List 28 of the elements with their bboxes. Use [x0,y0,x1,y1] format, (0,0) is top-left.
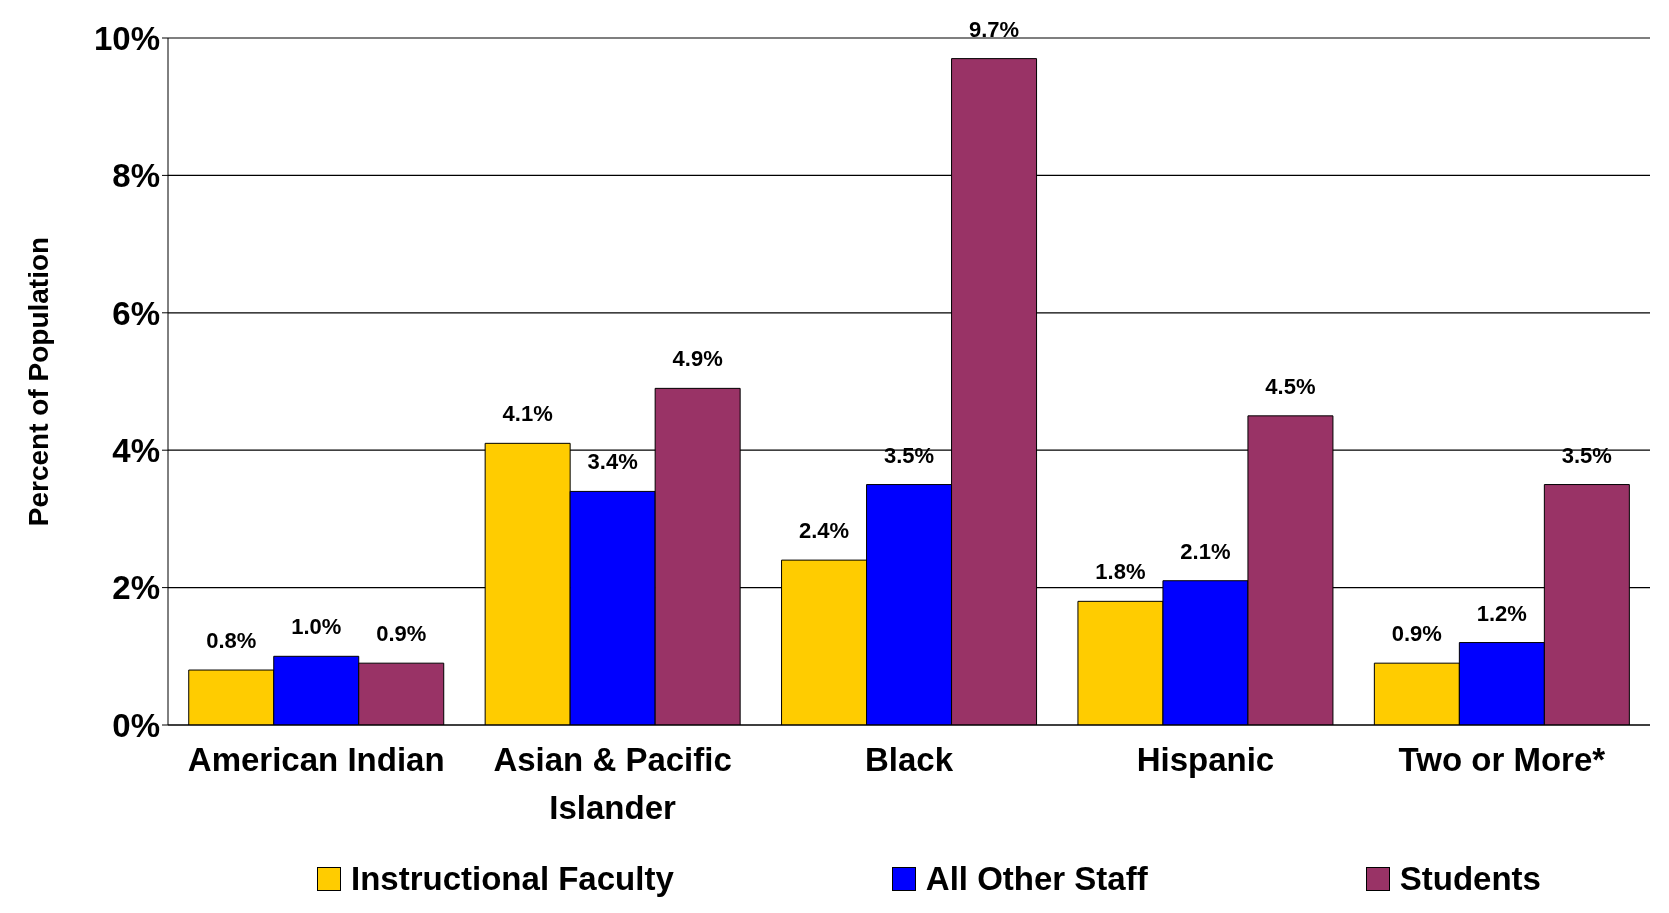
y-tick-label: 10% [93,19,160,57]
x-tick-label: Two or More* [1398,741,1606,778]
data-label: 4.5% [1265,373,1316,399]
legend-label: Instructional Faculty [351,860,674,898]
y-tick-label: 4% [112,431,160,469]
y-tick-label: 2% [112,569,160,607]
data-label: 1.8% [1095,559,1146,585]
x-tick-label: American Indian [187,741,445,778]
x-tick-label: Asian & Pacific Islander [493,741,732,826]
y-axis-title: Percent of Population [22,236,54,527]
data-label: 0.9% [1391,621,1442,647]
x-tick-label: Hispanic [1136,741,1275,778]
data-label: 3.4% [587,449,638,475]
data-label: 2.4% [798,518,850,544]
data-label: 1.0% [291,614,342,640]
y-tick-label: 0% [112,706,160,744]
y-tick-label: 6% [112,294,160,332]
legend-label: All Other Staff [925,860,1148,898]
data-label: 2.1% [1180,538,1231,564]
data-label: 0.8% [206,628,257,654]
x-tick-label: Black [864,741,954,778]
y-tick-label: 8% [112,157,160,195]
data-label: 0.9% [376,621,427,647]
data-label: 9.7% [968,16,1020,42]
data-label: 1.2% [1476,600,1527,626]
data-label: 4.1% [502,401,553,427]
legend-label: Students [1399,860,1541,898]
data-label: 4.9% [672,346,723,372]
